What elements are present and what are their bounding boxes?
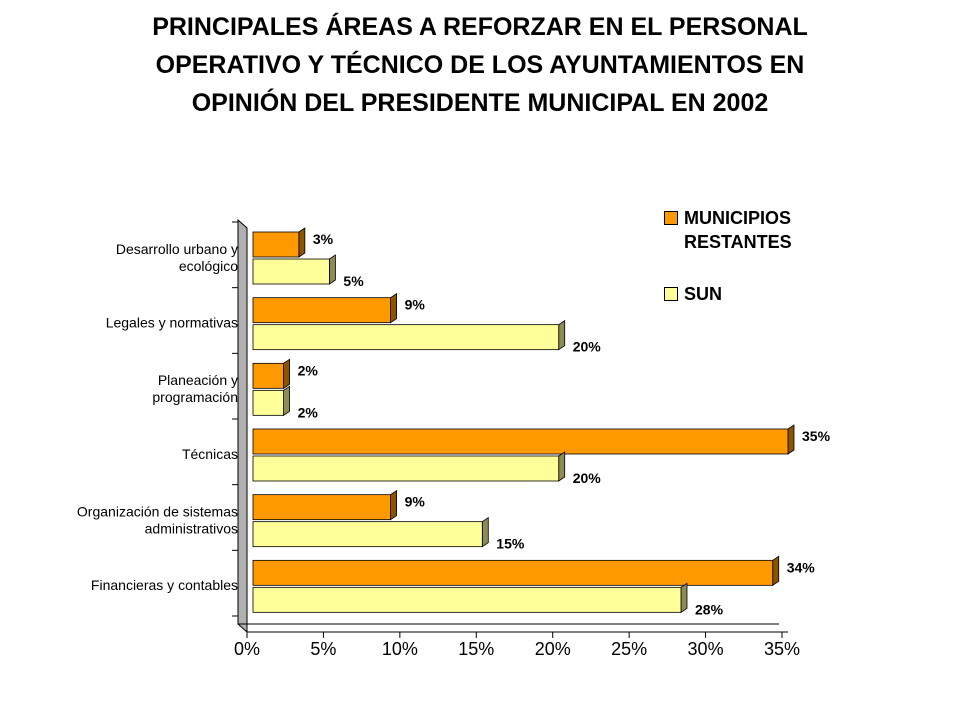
legend-label-municipios: MUNICIPIOS RESTANTES — [684, 208, 792, 252]
bar-municipios-5 — [252, 555, 780, 587]
bar-municipios-4 — [252, 489, 397, 521]
legend-label-sun: SUN — [684, 284, 723, 304]
data-label-municipios-5: 34% — [787, 559, 816, 575]
data-label-sun-1: 20% — [573, 339, 602, 355]
data-label-municipios-2: 2% — [298, 362, 319, 378]
bar-sun-0 — [252, 254, 336, 285]
x-tick-label-5: 25% — [611, 639, 647, 659]
title-line-3: OPINIÓN DEL PRESIDENTE MUNICIPAL EN 2002 — [191, 89, 769, 117]
bar-sun-4 — [252, 516, 489, 548]
x-tick-label-7: 35% — [764, 639, 800, 659]
category-label-2: Planeación y programación — [152, 372, 238, 405]
data-labels: 3% 5% 9% 20% 2% 2% 35% 20% 9% 15% 34% 28% — [298, 231, 831, 617]
x-tick-label-1: 5% — [310, 639, 336, 659]
x-tick-label-0: 0% — [234, 639, 260, 659]
category-label-1: Legales y normativas — [106, 315, 238, 331]
bar-sun-3 — [252, 451, 566, 482]
title-line-1: PRINCIPALES ÁREAS A REFORZAR EN EL PERSO… — [152, 13, 808, 41]
bar-sun-5 — [252, 582, 688, 614]
data-label-municipios-1: 9% — [405, 297, 426, 313]
x-tick-label-6: 30% — [688, 639, 724, 659]
legend-swatch-municipios — [664, 211, 678, 225]
category-labels: Desarrollo urbano y ecológico Legales y no… — [77, 241, 238, 593]
category-label-3: Técnicas — [182, 446, 238, 462]
bars-group — [252, 227, 795, 614]
category-label-5: Financieras y contables — [91, 577, 238, 593]
legend-swatch-sun — [664, 287, 678, 301]
data-label-sun-0: 5% — [343, 273, 364, 289]
category-label-4: Organización de sistemas administrativos — [77, 504, 238, 537]
bar-municipios-3 — [252, 424, 795, 455]
x-axis-ticks: 0% 5% 10% 15% 20% 25% 30% 35% — [234, 632, 800, 659]
title-line-2: OPERATIVO Y TÉCNICO DE LOS AYUNTAMIENTOS… — [155, 51, 805, 79]
wall-side — [237, 218, 248, 634]
x-tick-label-4: 20% — [535, 639, 571, 659]
data-label-municipios-0: 3% — [313, 231, 334, 247]
chart-title: PRINCIPALES ÁREAS A REFORZAR EN EL PERSO… — [30, 8, 930, 122]
data-label-sun-3: 20% — [573, 470, 602, 486]
data-label-municipios-4: 9% — [405, 494, 426, 510]
data-label-sun-4: 15% — [496, 536, 525, 552]
bar-municipios-2 — [252, 358, 290, 390]
bar-sun-1 — [252, 319, 566, 351]
x-tick-label-2: 10% — [382, 639, 418, 659]
bar-sun-2 — [252, 385, 290, 417]
data-label-sun-5: 28% — [695, 601, 724, 617]
bar-municipios-0 — [252, 227, 306, 258]
x-tick-label-3: 15% — [458, 639, 494, 659]
category-label-0: Desarrollo urbano y ecológico — [116, 241, 238, 274]
data-label-sun-2: 2% — [298, 404, 319, 420]
bar-municipios-1 — [252, 292, 397, 324]
data-label-municipios-3: 35% — [802, 428, 831, 444]
